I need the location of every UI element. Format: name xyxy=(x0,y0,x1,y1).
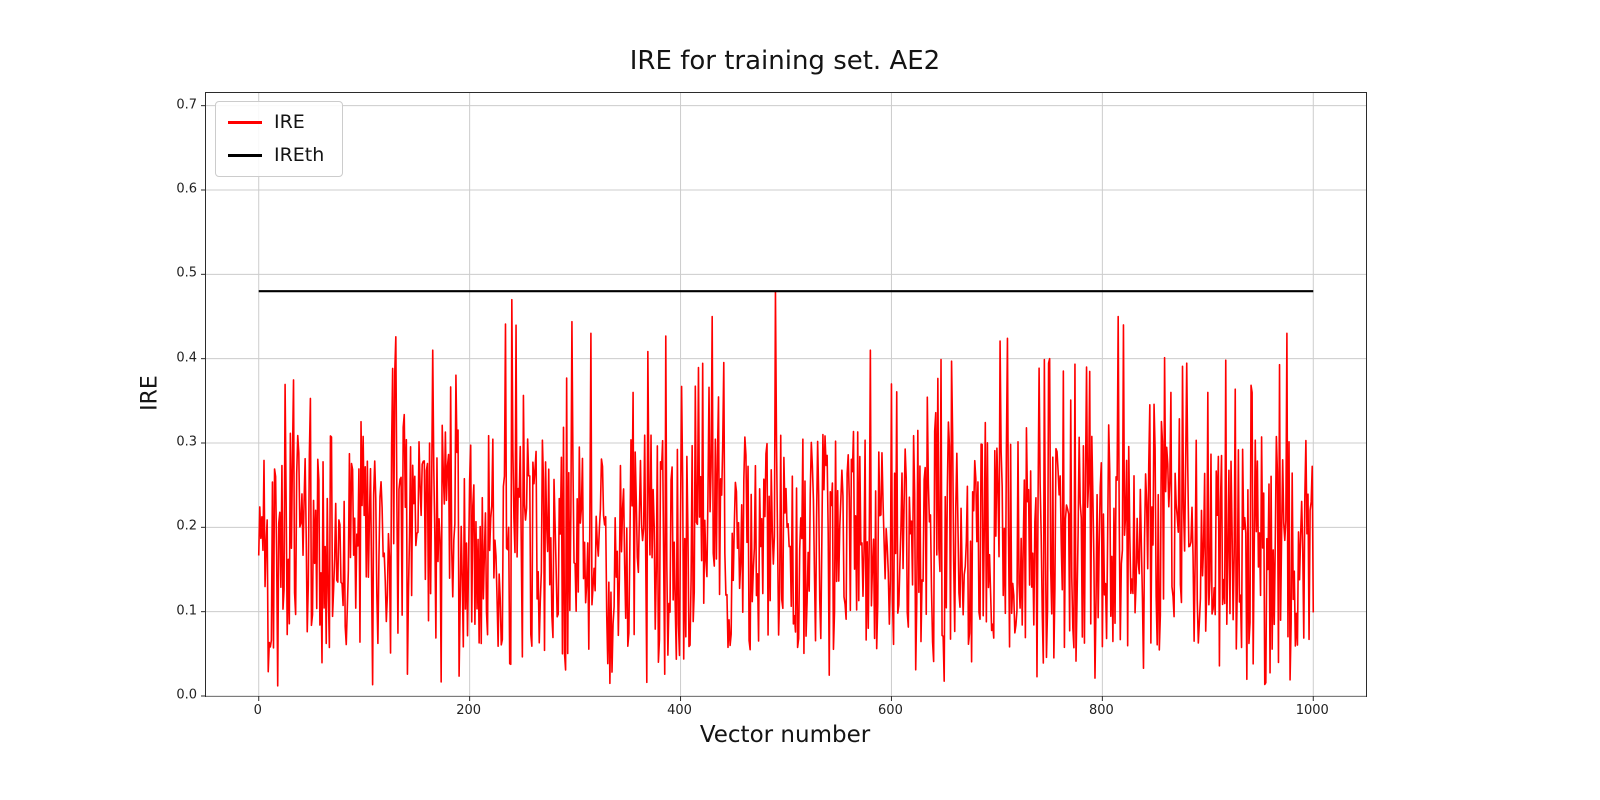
x-axis-label: Vector number xyxy=(699,722,871,748)
chart-title: IRE for training set. AE2 xyxy=(629,46,941,76)
legend-entry-ireth: IREth xyxy=(228,146,324,165)
legend-entry-ire: IRE xyxy=(228,113,324,132)
plot-area: IRE IREth xyxy=(201,92,1367,701)
y-axis-label: IRE xyxy=(137,375,163,411)
ire-line-swatch xyxy=(228,121,262,124)
legend-label-ire: IRE xyxy=(274,111,305,133)
y-tick-label: 0.0 xyxy=(176,687,197,703)
y-tick-label: 0.6 xyxy=(176,181,197,197)
x-tick-label: 1000 xyxy=(1295,703,1329,718)
x-tick-label: 0 xyxy=(253,703,262,718)
y-tick-label: 0.7 xyxy=(176,97,197,113)
y-tick-label: 0.3 xyxy=(176,434,197,450)
y-tick-label: 0.1 xyxy=(176,603,197,619)
x-tick-label: 800 xyxy=(1088,703,1114,718)
chart-svg xyxy=(201,93,1366,701)
x-tick-label: 200 xyxy=(456,703,482,718)
ire-series-line xyxy=(257,290,1315,687)
y-tick-label: 0.5 xyxy=(176,265,197,281)
ireth-line-swatch xyxy=(228,154,262,157)
legend: IRE IREth xyxy=(215,101,344,177)
legend-label-ireth: IREth xyxy=(274,144,325,166)
y-tick-label: 0.2 xyxy=(176,518,197,534)
x-tick-label: 600 xyxy=(878,703,903,718)
x-tick-label: 400 xyxy=(667,703,692,718)
y-tick-label: 0.4 xyxy=(176,350,197,366)
